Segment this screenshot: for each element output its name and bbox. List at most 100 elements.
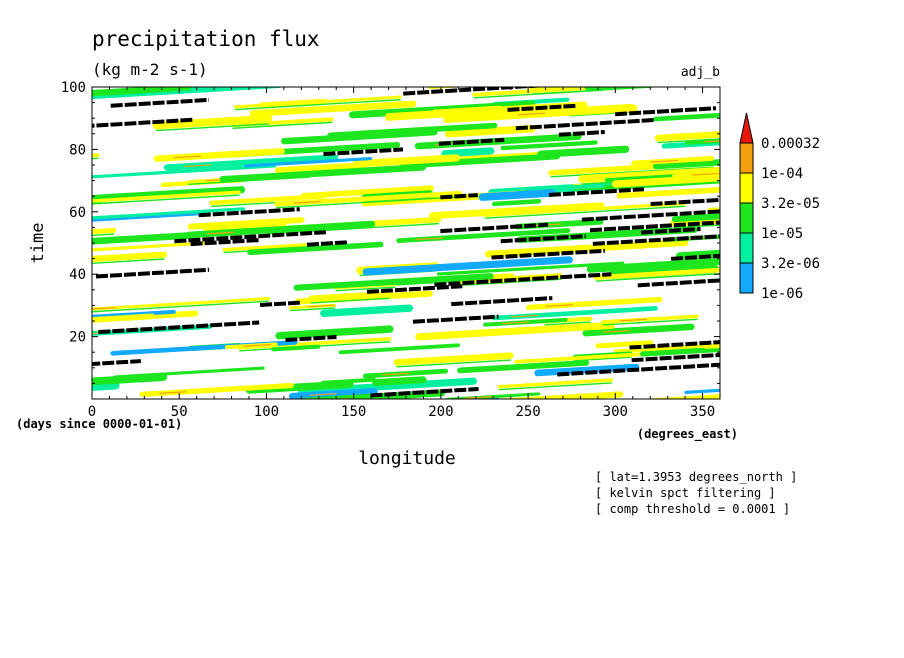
precip-streak	[281, 128, 438, 145]
precip-streak	[308, 290, 393, 302]
kelvin-contour	[491, 248, 606, 260]
colorbar: 0.00032 1e-04 3.2e-05 1e-05 3.2e-06 1e-06	[739, 112, 820, 302]
precip-peak	[309, 393, 337, 396]
kelvin-contour	[440, 222, 549, 234]
precip-streak	[685, 138, 720, 145]
precip-streak	[271, 344, 321, 352]
kelvin-contour	[366, 284, 463, 294]
precip-peak	[691, 172, 719, 176]
precip-streak	[152, 114, 273, 130]
chart-title: precipitation flux	[92, 27, 320, 51]
kelvin-contour	[370, 386, 479, 398]
precip-streak	[92, 195, 105, 203]
kelvin-contour	[198, 207, 300, 218]
x-tick-label: 150	[341, 404, 366, 420]
kelvin-contour	[306, 240, 348, 247]
precip-peak	[501, 321, 530, 325]
precip-peak	[510, 314, 539, 318]
colorbar-swatch	[739, 232, 754, 264]
precip-streak-edge	[0, 70, 73, 75]
precip-peak	[517, 112, 546, 116]
precip-peak	[545, 304, 573, 307]
precip-streak	[709, 61, 857, 70]
precip-streak	[187, 217, 305, 230]
precip-streak	[222, 243, 307, 252]
precip-streak-edge	[92, 157, 99, 160]
kelvin-contour	[190, 238, 259, 247]
precip-streak	[529, 87, 632, 93]
precip-streak	[684, 388, 720, 394]
kelvin-contour	[440, 193, 478, 200]
kelvin-contour	[323, 147, 404, 157]
precip-streak	[92, 241, 211, 252]
colorbar-swatch	[739, 262, 754, 294]
precip-streak	[431, 105, 503, 115]
precip-streak-edge	[92, 258, 165, 264]
colorbar-label: 3.2e-05	[761, 196, 820, 212]
precip-streak	[437, 395, 500, 399]
kelvin-contour	[724, 339, 800, 344]
precip-streak-edge	[602, 318, 698, 326]
x-tick-label: 300	[603, 404, 628, 420]
precip-peak	[604, 87, 607, 88]
precip-streak	[233, 95, 402, 109]
precip-streak	[249, 100, 417, 117]
precip-streak-edge	[705, 348, 720, 351]
colorbar-label: 1e-06	[761, 286, 803, 302]
kelvin-contour	[548, 187, 645, 197]
precip-streak-edge	[335, 286, 396, 292]
kelvin-contour	[110, 97, 210, 108]
precip-streak	[640, 346, 720, 357]
precip-streak-edge	[289, 307, 336, 312]
kelvin-contour	[330, 78, 433, 84]
x-tick-label: 350	[690, 404, 715, 420]
kelvin-contour	[670, 253, 720, 261]
precip-streak	[10, 86, 68, 89]
precip-streak	[441, 147, 495, 158]
precip-streak	[92, 313, 155, 323]
precip-streak	[429, 202, 605, 220]
note-latitude: [ lat=1.3953 degrees_north ]	[595, 470, 797, 484]
precip-streak	[372, 376, 427, 386]
precip-streak	[675, 249, 720, 261]
colorbar-swatch	[739, 142, 754, 174]
note-filter: [ kelvin spct filtering ]	[595, 486, 776, 500]
kelvin-contour	[637, 278, 720, 288]
precip-streak	[437, 70, 608, 80]
precip-streak	[320, 304, 414, 317]
precip-streak	[322, 64, 436, 71]
precip-peak	[448, 85, 474, 87]
kelvin-contour	[581, 209, 720, 222]
precip-streak-edge	[484, 205, 686, 219]
kelvin-contour	[438, 137, 505, 146]
precip-peak	[13, 68, 39, 70]
precip-streak	[478, 189, 556, 201]
precip-streak	[92, 232, 192, 245]
precip-streak-edge	[544, 321, 592, 326]
kelvin-contour	[434, 272, 612, 287]
kelvin-contour	[412, 314, 499, 324]
kelvin-contour	[631, 352, 720, 363]
x-tick-label: 100	[254, 404, 279, 420]
precip-streak-edge	[234, 99, 401, 111]
precip-streak-edge	[498, 382, 613, 391]
precip-peak	[382, 372, 410, 376]
note-threshold: [ comp threshold = 0.0001 ]	[595, 502, 790, 516]
kelvin-contour	[403, 87, 548, 96]
precip-streak	[247, 241, 384, 256]
precip-streak-edge	[595, 272, 720, 282]
colorbar-extend-triangle	[739, 112, 754, 144]
precip-streak	[92, 211, 211, 222]
precip-peak	[293, 200, 321, 204]
kelvin-contour	[592, 234, 720, 246]
precip-streak	[601, 314, 699, 324]
precip-streak	[578, 166, 720, 183]
precip-streak	[92, 190, 241, 203]
precip-streak	[92, 186, 246, 203]
precip-peak	[243, 343, 272, 347]
precip-streak	[352, 154, 461, 168]
y-axis-label: time	[28, 223, 48, 264]
precip-peak	[619, 318, 648, 322]
axes: 0 50 100 150 200 250 300 350 20 40 60 80 100	[61, 80, 720, 420]
